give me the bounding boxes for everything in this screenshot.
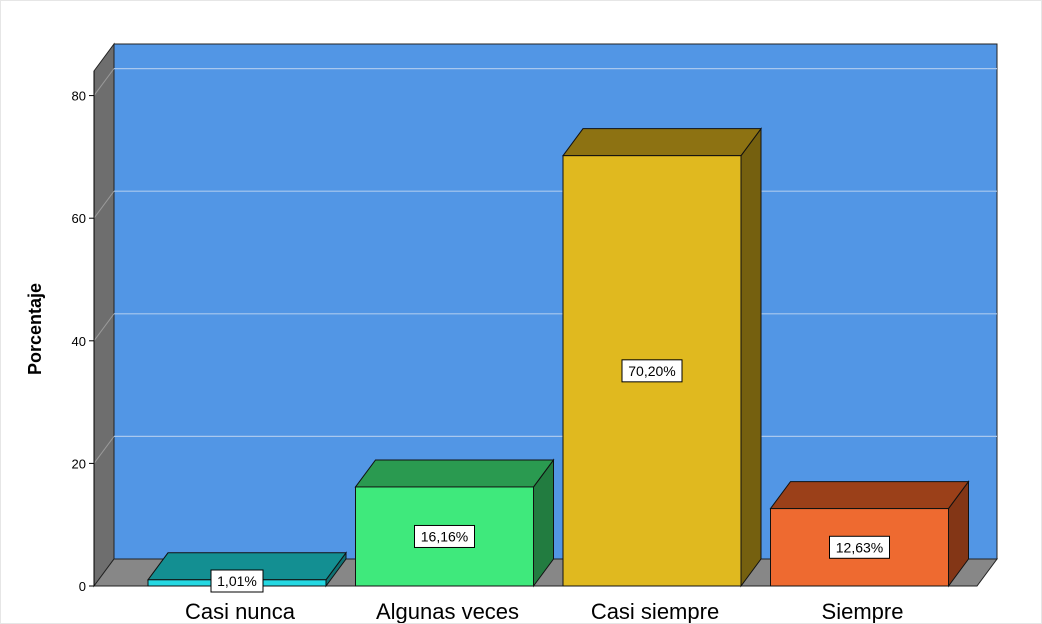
data-label-text: 70,20% [628,363,675,379]
data-label-box [829,535,890,559]
y-axis-title: Porcentaje [25,283,45,375]
gridlines [93,67,997,464]
bar [562,127,762,588]
x-category-label: Casi siempre [591,599,719,623]
y-tick-label: 40 [72,334,86,349]
y-tick-label: 80 [72,89,86,104]
x-category-label: Siempre [822,599,904,623]
data-labels: 1,01% 16,16% 70,20% 12,63% [210,359,890,593]
data-label-box [621,359,683,383]
bar-top [769,481,970,510]
x-axis-categories: Casi nunca Algunas veces Casi siempre Siemp… [185,599,904,623]
bar [769,480,970,588]
gridline-wall [93,68,115,96]
data-label-text: 12,63% [836,539,883,555]
data-label: 16,16% [414,524,475,548]
y-axis-ticks: 0 20 40 60 80 [72,71,95,594]
gridline-wall [93,190,115,219]
gridline-wall [93,313,115,342]
data-label: 12,63% [829,535,890,559]
y-tick-label: 0 [79,579,86,594]
x-category-label: Casi nunca [185,599,296,623]
data-label-box [210,569,264,593]
plot-left-wall [93,42,115,588]
data-label-box [414,524,475,548]
data-label: 1,01% [210,569,264,593]
y-tick-label: 60 [72,211,86,226]
y-tick-label: 20 [72,456,86,471]
x-category-label: Algunas veces [376,599,519,623]
bar-top [562,128,762,157]
bar [354,458,555,588]
bar-side [740,127,762,588]
data-label: 70,20% [621,359,683,383]
gridline-wall [93,436,115,464]
data-label-text: 1,01% [217,573,257,589]
bar-top [354,459,555,488]
data-label-text: 16,16% [421,528,468,544]
